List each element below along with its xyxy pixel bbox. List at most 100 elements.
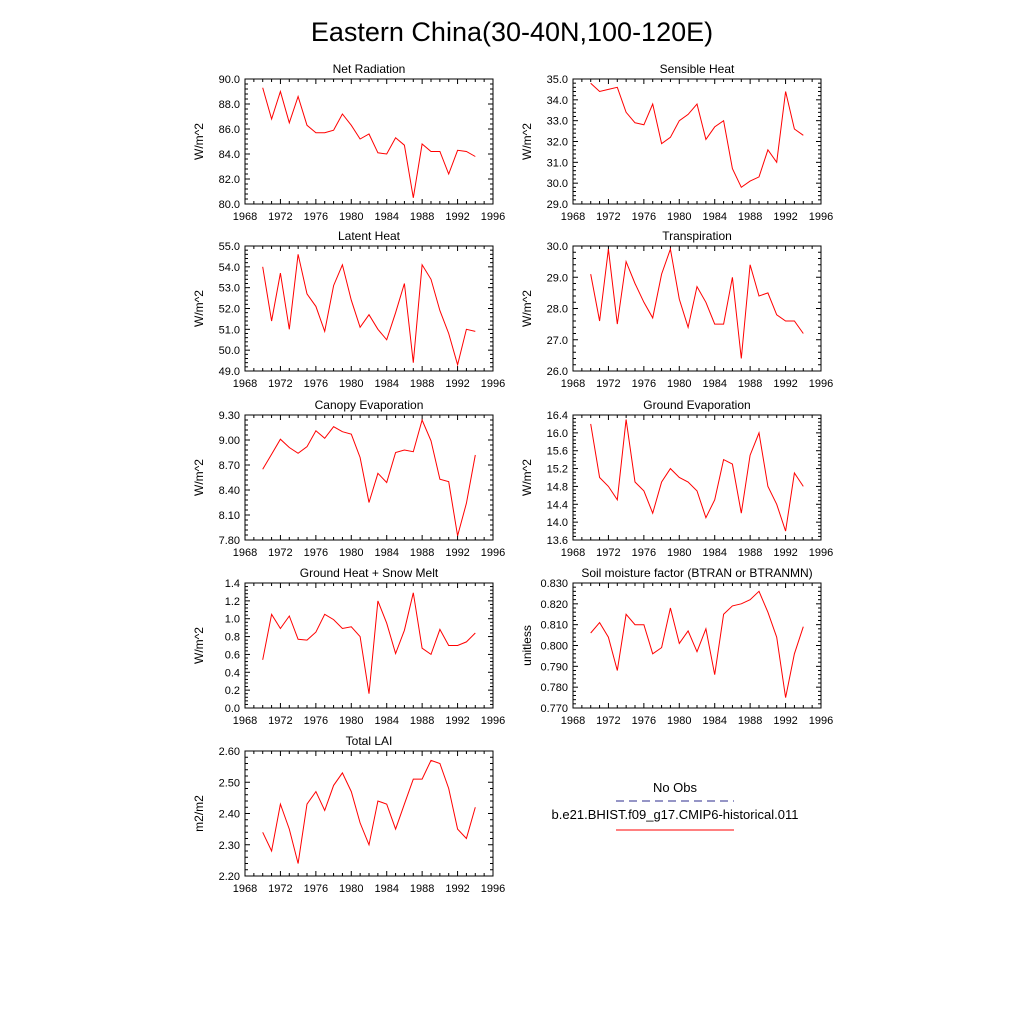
y-tick-label: 0.800 bbox=[540, 641, 568, 653]
x-tick-label: 1984 bbox=[374, 715, 398, 727]
panel-title: Transpiration bbox=[662, 229, 732, 243]
y-axis-label: W/m^2 bbox=[192, 290, 206, 327]
x-tick-label: 1968 bbox=[233, 378, 257, 390]
y-tick-label: 14.8 bbox=[547, 481, 568, 493]
x-tick-label: 1976 bbox=[632, 715, 656, 727]
x-tick-label: 1972 bbox=[268, 883, 292, 895]
x-tick-label: 1988 bbox=[410, 547, 434, 559]
y-tick-label: 16.0 bbox=[547, 428, 568, 440]
x-tick-label: 1968 bbox=[233, 883, 257, 895]
x-tick-label: 1972 bbox=[268, 547, 292, 559]
y-tick-label: 52.0 bbox=[219, 304, 240, 316]
y-tick-label: 2.40 bbox=[219, 809, 240, 821]
legend-model-label: b.e21.BHIST.f09_g17.CMIP6-historical.011 bbox=[552, 807, 799, 822]
y-tick-label: 82.0 bbox=[219, 174, 240, 186]
series-line-latent-heat bbox=[262, 254, 476, 367]
x-tick-label: 1976 bbox=[304, 378, 328, 390]
y-axis-label: W/m^2 bbox=[520, 290, 534, 327]
x-tick-label: 1980 bbox=[667, 378, 691, 390]
y-tick-label: 1.0 bbox=[225, 614, 240, 626]
x-tick-label: 1992 bbox=[445, 715, 469, 727]
y-tick-label: 30.0 bbox=[547, 241, 568, 253]
series-line-canopy-evaporation bbox=[262, 418, 476, 536]
x-tick-label: 1976 bbox=[304, 547, 328, 559]
x-tick-label: 1976 bbox=[632, 378, 656, 390]
x-tick-label: 1992 bbox=[445, 211, 469, 223]
plot-frame bbox=[572, 414, 822, 541]
x-tick-label: 1980 bbox=[667, 547, 691, 559]
x-tick-label: 1980 bbox=[339, 715, 363, 727]
y-tick-label: 15.2 bbox=[547, 464, 568, 476]
panel-ground-heat-snow-melt: Ground Heat + Snow Melt 1968 1972 1976 1980 1… bbox=[192, 566, 505, 727]
x-tick-label: 1992 bbox=[773, 547, 797, 559]
x-tick-label: 1988 bbox=[738, 211, 762, 223]
series-line-total-lai bbox=[262, 759, 476, 864]
x-tick-label: 1968 bbox=[561, 378, 585, 390]
y-tick-label: 13.6 bbox=[547, 535, 568, 547]
panel-soil-moisture-factor-btran-or-btranmn: Soil moisture factor (BTRAN or BTRANMN) 1… bbox=[520, 566, 833, 727]
y-tick-label: 8.10 bbox=[219, 510, 240, 522]
x-tick-label: 1984 bbox=[374, 211, 398, 223]
y-tick-label: 0.770 bbox=[540, 703, 568, 715]
x-tick-label: 1968 bbox=[561, 547, 585, 559]
y-tick-label: 2.50 bbox=[219, 777, 240, 789]
panel-title: Ground Heat + Snow Melt bbox=[300, 566, 439, 580]
y-tick-label: 55.0 bbox=[219, 241, 240, 253]
y-tick-label: 32.0 bbox=[547, 137, 568, 149]
x-tick-label: 1980 bbox=[339, 378, 363, 390]
y-tick-label: 30.0 bbox=[547, 178, 568, 190]
x-tick-label: 1996 bbox=[809, 715, 833, 727]
y-tick-label: 15.6 bbox=[547, 446, 568, 458]
y-tick-label: 0.810 bbox=[540, 620, 568, 632]
y-tick-label: 0.4 bbox=[225, 667, 240, 679]
x-tick-label: 1976 bbox=[304, 211, 328, 223]
y-axis-label: W/m^2 bbox=[520, 123, 534, 160]
y-tick-label: 26.0 bbox=[547, 366, 568, 378]
panel-net-radiation: Net Radiation 1968 1972 1976 1980 1984 1988 199… bbox=[192, 62, 505, 223]
x-tick-label: 1996 bbox=[481, 715, 505, 727]
y-tick-label: 27.0 bbox=[547, 335, 568, 347]
x-tick-label: 1976 bbox=[632, 547, 656, 559]
y-tick-label: 0.8 bbox=[225, 632, 240, 644]
x-tick-label: 1980 bbox=[339, 883, 363, 895]
y-tick-label: 86.0 bbox=[219, 124, 240, 136]
x-tick-label: 1988 bbox=[410, 378, 434, 390]
x-tick-label: 1972 bbox=[268, 378, 292, 390]
y-tick-label: 0.6 bbox=[225, 649, 240, 661]
y-tick-label: 8.40 bbox=[219, 485, 240, 497]
x-tick-label: 1976 bbox=[304, 715, 328, 727]
y-tick-label: 84.0 bbox=[219, 149, 240, 161]
y-tick-label: 49.0 bbox=[219, 366, 240, 378]
x-tick-label: 1996 bbox=[481, 883, 505, 895]
y-tick-label: 1.2 bbox=[225, 596, 240, 608]
y-tick-label: 33.0 bbox=[547, 116, 568, 128]
panel-sensible-heat: Sensible Heat 1968 1972 1976 1980 1984 1988 199… bbox=[520, 62, 833, 223]
plot-frame bbox=[244, 750, 494, 877]
panel-title: Sensible Heat bbox=[660, 62, 735, 76]
x-tick-label: 1996 bbox=[809, 211, 833, 223]
y-tick-label: 28.0 bbox=[547, 304, 568, 316]
series-line-ground-evaporation bbox=[590, 419, 804, 532]
x-tick-label: 1984 bbox=[374, 547, 398, 559]
series-line-ground-heat-snow-melt bbox=[262, 592, 476, 694]
x-tick-label: 1992 bbox=[773, 211, 797, 223]
y-tick-label: 0.780 bbox=[540, 682, 568, 694]
x-tick-label: 1992 bbox=[445, 883, 469, 895]
x-tick-label: 1972 bbox=[268, 211, 292, 223]
y-axis-label: unitless bbox=[520, 625, 534, 666]
x-tick-label: 1968 bbox=[233, 211, 257, 223]
y-tick-label: 14.4 bbox=[547, 499, 568, 511]
panel-title: Canopy Evaporation bbox=[315, 398, 424, 412]
series-line-sensible-heat bbox=[590, 82, 804, 189]
x-tick-label: 1968 bbox=[561, 715, 585, 727]
panel-ground-evaporation: Ground Evaporation 1968 1972 1976 1980 1984 19… bbox=[520, 398, 833, 559]
x-tick-label: 1984 bbox=[702, 715, 726, 727]
y-tick-label: 2.60 bbox=[219, 746, 240, 758]
panel-total-lai: Total LAI 1968 1972 1976 1980 1984 1988 1992 199… bbox=[192, 734, 505, 895]
x-tick-label: 1972 bbox=[596, 211, 620, 223]
y-tick-label: 0.0 bbox=[225, 703, 240, 715]
x-tick-label: 1972 bbox=[596, 378, 620, 390]
x-tick-label: 1996 bbox=[809, 547, 833, 559]
plot-frame bbox=[572, 78, 822, 205]
